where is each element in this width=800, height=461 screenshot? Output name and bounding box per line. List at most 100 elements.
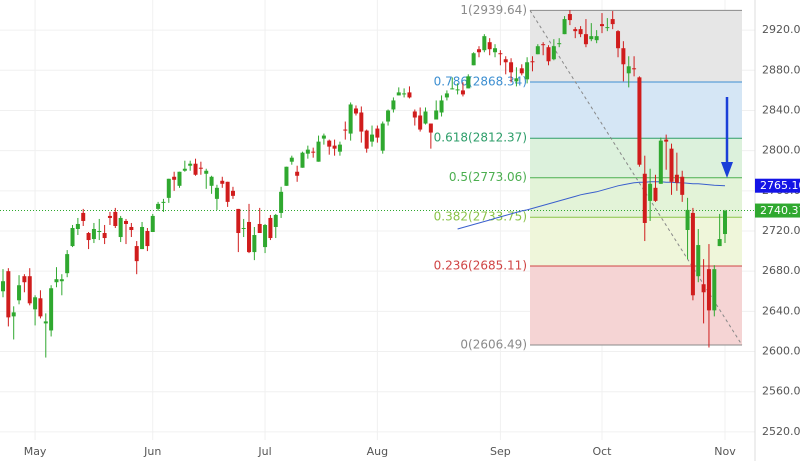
x-tick-label: Jul xyxy=(257,445,271,458)
candle-body xyxy=(204,170,209,174)
candle-body xyxy=(642,173,647,223)
candle-body xyxy=(225,181,230,202)
candle-body xyxy=(124,220,129,224)
axis: 2520.00 2560.00 2600.00 2640.00 2680.00 2720.… xyxy=(24,0,800,461)
candle-body xyxy=(514,78,519,82)
candle-body xyxy=(418,115,423,130)
fib-level-label: 0.382(2733.75) xyxy=(434,210,527,224)
x-tick-label: Oct xyxy=(592,445,612,458)
candle-body xyxy=(402,93,407,95)
candle-body xyxy=(653,187,658,201)
candle-body xyxy=(166,178,171,198)
candle-body xyxy=(723,210,727,235)
y-tick-label: 2640.00 xyxy=(762,304,800,317)
candle-body xyxy=(487,42,492,50)
price-tag xyxy=(755,178,800,193)
candle-body xyxy=(220,180,225,184)
candle-body xyxy=(428,123,433,133)
fib-band xyxy=(530,266,742,346)
fib-band xyxy=(530,138,742,178)
candle-body xyxy=(476,49,481,53)
candle-body xyxy=(257,223,262,234)
candle-body xyxy=(177,171,182,186)
candle-body xyxy=(54,279,59,283)
candle-body xyxy=(621,48,626,65)
candle-body xyxy=(230,190,235,196)
price-tag-label: 2765.10 xyxy=(760,179,800,192)
fib-level-label: 0.618(2812.37) xyxy=(434,131,527,145)
candle-body xyxy=(541,44,546,46)
candle-body xyxy=(321,135,326,139)
candle-body xyxy=(107,215,112,218)
candle-body xyxy=(150,215,155,233)
candle-body xyxy=(311,151,316,153)
x-tick-label: Sep xyxy=(490,445,511,458)
candle-body xyxy=(38,298,43,317)
candle-body xyxy=(214,187,219,199)
candle-body xyxy=(140,226,145,250)
fib-band xyxy=(530,217,742,267)
candle-body xyxy=(247,221,252,253)
candle-body xyxy=(252,235,257,253)
price-tag-label: 2740.37 xyxy=(760,204,800,217)
candle-body xyxy=(172,176,177,180)
candle-body xyxy=(519,68,524,74)
candle-body xyxy=(712,269,717,311)
candle-body xyxy=(423,111,428,124)
candle-body xyxy=(386,110,391,122)
x-tick-label: May xyxy=(24,445,47,458)
candle-body xyxy=(193,163,198,175)
y-tick-label: 2680.00 xyxy=(762,264,800,277)
y-tick-label: 2920.00 xyxy=(762,23,800,36)
candle-body xyxy=(578,29,583,35)
candle-body xyxy=(690,212,695,296)
candle-body xyxy=(444,93,449,98)
candle-body xyxy=(680,176,685,195)
candle-body xyxy=(546,47,551,62)
candle-body xyxy=(648,183,653,201)
candle-body xyxy=(118,217,123,238)
candle-body xyxy=(450,88,455,90)
candle-body xyxy=(717,239,722,247)
candle-body xyxy=(583,34,588,45)
arrow-head xyxy=(721,162,733,178)
candle-body xyxy=(610,19,615,25)
candle-body xyxy=(370,134,375,142)
trend-line xyxy=(529,10,743,346)
candle-body xyxy=(86,233,91,241)
candle-body xyxy=(391,100,396,110)
candle-body xyxy=(33,297,38,310)
candle-body xyxy=(145,231,150,247)
candle-body xyxy=(75,223,80,229)
candle-body xyxy=(589,36,594,40)
fib-level-label: 0.5(2773.06) xyxy=(449,170,527,184)
candle-body xyxy=(343,129,348,131)
candle-body xyxy=(616,31,621,49)
candle-body xyxy=(674,174,679,183)
candle-body xyxy=(295,171,300,176)
candle-body xyxy=(236,208,241,234)
candle-body xyxy=(375,128,380,138)
x-tick-label: Aug xyxy=(367,445,388,458)
fib-band xyxy=(530,177,742,218)
candle-body xyxy=(412,111,417,118)
y-tick-label: 2880.00 xyxy=(762,63,800,76)
candle-body xyxy=(359,112,364,132)
plot xyxy=(0,10,755,358)
candle-body xyxy=(664,139,669,142)
x-tick-label: Jun xyxy=(143,445,161,458)
candle-body xyxy=(241,227,246,229)
candle-body xyxy=(70,227,75,247)
fib-band xyxy=(530,82,742,139)
candle-body xyxy=(455,89,460,91)
candle-body xyxy=(632,68,637,70)
candle-body xyxy=(102,233,107,239)
candle-body xyxy=(696,245,701,277)
candle-body xyxy=(567,14,572,21)
fib-level-label: 0.236(2685.11) xyxy=(434,259,527,273)
candle-body xyxy=(268,217,273,239)
candle-body xyxy=(273,214,278,227)
candle-body xyxy=(113,211,118,226)
candle-body xyxy=(482,36,487,51)
